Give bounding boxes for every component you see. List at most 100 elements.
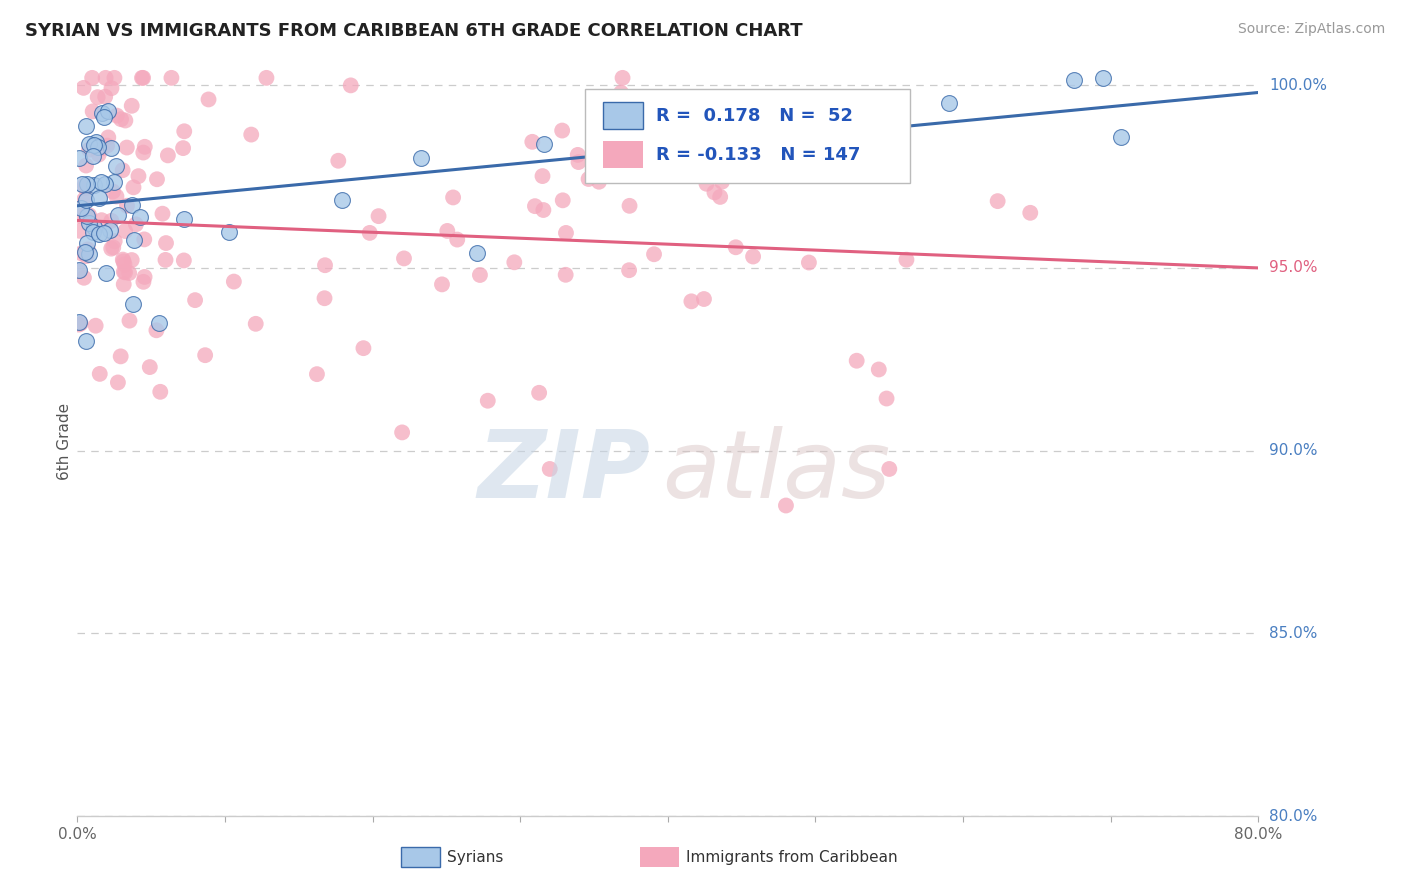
- Point: [681, 294, 703, 309]
- Point: [173, 253, 195, 268]
- Point: [94, 70, 117, 85]
- Point: [679, 159, 702, 173]
- Point: [533, 136, 555, 151]
- Point: [832, 126, 855, 140]
- Point: [121, 99, 143, 113]
- Point: [69, 201, 91, 215]
- Point: [617, 263, 640, 277]
- Point: [314, 258, 336, 272]
- Text: R =  0.178   N =  52: R = 0.178 N = 52: [657, 107, 853, 125]
- Point: [70, 178, 93, 192]
- Point: [89, 367, 111, 381]
- Point: [83, 219, 105, 234]
- Point: [367, 209, 389, 223]
- Point: [76, 235, 98, 250]
- Point: [742, 250, 765, 264]
- Point: [69, 224, 91, 238]
- Point: [112, 254, 135, 268]
- Point: [527, 385, 550, 400]
- Point: [693, 292, 716, 306]
- Point: [184, 293, 207, 307]
- Point: [551, 123, 574, 137]
- Point: [392, 252, 415, 266]
- Point: [111, 252, 134, 267]
- Point: [107, 376, 129, 390]
- Point: [69, 317, 91, 331]
- Point: [112, 277, 135, 292]
- Text: 100.0%: 100.0%: [1270, 78, 1327, 93]
- Point: [752, 128, 775, 142]
- Point: [1063, 73, 1085, 87]
- Point: [148, 316, 170, 330]
- Point: [115, 140, 138, 154]
- Point: [643, 247, 665, 261]
- Point: [114, 224, 136, 238]
- Point: [118, 266, 141, 280]
- Point: [710, 175, 733, 189]
- Point: [987, 194, 1010, 208]
- Point: [256, 70, 278, 85]
- Point: [75, 249, 97, 263]
- Point: [1091, 70, 1114, 85]
- Point: [446, 233, 468, 247]
- Point: [868, 362, 890, 376]
- Point: [118, 313, 141, 327]
- Point: [305, 367, 328, 381]
- Point: [77, 143, 100, 157]
- Text: ZIP: ZIP: [477, 425, 650, 517]
- Point: [94, 177, 117, 191]
- Point: [1019, 206, 1042, 220]
- Point: [90, 213, 112, 227]
- Point: [156, 148, 179, 162]
- Point: [83, 178, 105, 193]
- Text: atlas: atlas: [662, 426, 890, 517]
- Point: [112, 265, 135, 279]
- Point: [77, 216, 100, 230]
- Point: [876, 392, 898, 406]
- Point: [89, 191, 111, 205]
- FancyBboxPatch shape: [585, 89, 910, 183]
- Point: [194, 348, 217, 362]
- Point: [134, 269, 156, 284]
- Point: [84, 318, 107, 333]
- Point: [619, 199, 641, 213]
- Point: [132, 70, 155, 85]
- Point: [145, 323, 167, 337]
- Point: [82, 70, 104, 85]
- Point: [152, 207, 174, 221]
- Point: [67, 315, 90, 329]
- Point: [523, 199, 546, 213]
- Point: [107, 208, 129, 222]
- Point: [160, 70, 183, 85]
- Point: [105, 189, 128, 203]
- Point: [503, 255, 526, 269]
- Point: [73, 178, 96, 193]
- Point: [703, 186, 725, 200]
- Point: [73, 193, 96, 207]
- Point: [103, 240, 125, 254]
- Point: [567, 148, 589, 162]
- Point: [610, 86, 633, 100]
- Point: [124, 233, 146, 247]
- Point: [554, 268, 576, 282]
- Point: [612, 70, 634, 85]
- Point: [67, 263, 90, 277]
- Point: [114, 113, 136, 128]
- Point: [330, 193, 353, 207]
- Point: [1109, 129, 1132, 144]
- Point: [100, 222, 122, 236]
- Point: [87, 147, 110, 161]
- Point: [86, 135, 108, 149]
- Point: [93, 110, 115, 124]
- Point: [797, 255, 820, 269]
- Point: [77, 246, 100, 260]
- Point: [75, 181, 97, 195]
- Point: [129, 211, 152, 225]
- Point: [538, 462, 561, 476]
- Point: [578, 172, 600, 186]
- Point: [73, 245, 96, 260]
- Point: [67, 318, 90, 332]
- Point: [110, 350, 132, 364]
- Text: R = -0.133   N = 147: R = -0.133 N = 147: [657, 145, 860, 163]
- Point: [67, 151, 90, 165]
